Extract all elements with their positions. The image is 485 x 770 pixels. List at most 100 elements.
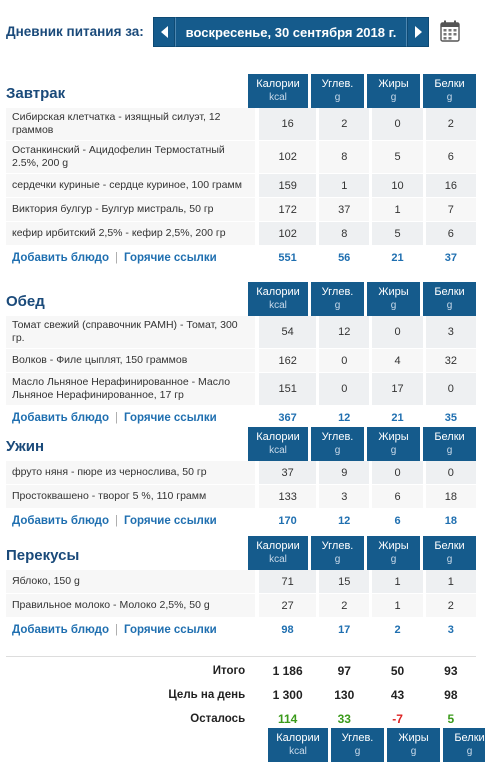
food-kcal: 102 <box>259 141 317 173</box>
add-dish-link[interactable]: Добавить блюдо <box>12 412 110 424</box>
col-label: Углев. <box>321 540 354 552</box>
food-fat: 10 <box>372 174 423 197</box>
add-dish-link[interactable]: Добавить блюдо <box>12 624 110 636</box>
summary-total-row: Итого 1 186 97 50 93 <box>6 659 476 683</box>
col-unit: g <box>446 300 453 311</box>
col-label: Белки <box>454 732 485 744</box>
link-separator: | <box>115 412 119 424</box>
food-name[interactable]: Правильное молоко - Молоко 2,5%, 50 g <box>6 594 256 617</box>
food-carbs: 0 <box>319 373 370 405</box>
col-unit: g <box>390 300 397 311</box>
col-carbs: Углев. g <box>311 74 364 108</box>
add-dish-link[interactable]: Добавить блюдо <box>12 252 110 264</box>
food-name[interactable]: Сибирская клетчатка - изящный силуэт, 12… <box>6 108 256 140</box>
food-name[interactable]: Яблоко, 150 g <box>6 570 256 593</box>
food-protein: 6 <box>425 222 476 245</box>
col-label: Углев. <box>321 431 354 443</box>
food-kcal: 16 <box>259 108 317 140</box>
col-kcal: Калории kcal <box>248 536 308 570</box>
food-row[interactable]: кефир ирбитский 2,5% - кефир 2,5%, 200 г… <box>6 222 476 246</box>
col-protein: Белки g <box>423 74 476 108</box>
column-headers: Калории kcal Углев. g Жиры g Белки g <box>245 74 476 108</box>
food-kcal: 102 <box>259 222 317 245</box>
meal-total-fat: 6 <box>394 515 401 527</box>
food-row[interactable]: Волков - Филе цыплят, 150 граммов 162 0 4 32 <box>6 349 476 373</box>
next-day-button[interactable] <box>407 17 429 47</box>
hot-links-link[interactable]: Горячие ссылки <box>124 412 217 424</box>
food-name[interactable]: Виктория булгур - Булгур мистраль, 50 гр <box>6 198 256 221</box>
col-unit: kcal <box>269 92 287 103</box>
food-name[interactable]: Томат свежий (справочник РАМН) - Томат, … <box>6 316 256 348</box>
food-fat: 1 <box>372 594 423 617</box>
food-name[interactable]: кефир ирбитский 2,5% - кефир 2,5%, 200 г… <box>6 222 256 245</box>
meal-total-kcal: 367 <box>278 412 297 424</box>
hot-links-link[interactable]: Горячие ссылки <box>124 252 217 264</box>
food-carbs: 15 <box>319 570 370 593</box>
col-kcal: Калории kcal <box>248 282 308 316</box>
food-row[interactable]: сердечки куриные - сердце куриное, 100 г… <box>6 174 476 198</box>
food-protein: 0 <box>425 461 476 484</box>
food-name[interactable]: сердечки куриные - сердце куриное, 100 г… <box>6 174 256 197</box>
food-kcal: 37 <box>259 461 317 484</box>
food-protein: 0 <box>425 373 476 405</box>
food-row[interactable]: Правильное молоко - Молоко 2,5%, 50 g 27 2… <box>6 594 476 618</box>
col-fat: Жиры g <box>367 536 420 570</box>
food-row[interactable]: Томат свежий (справочник РАМН) - Томат, … <box>6 316 476 349</box>
current-date[interactable]: воскресенье, 30 сентября 2018 г. <box>175 17 407 47</box>
meal-links: Добавить блюдо | Горячие ссылки <box>6 624 255 636</box>
food-carbs: 0 <box>319 349 370 372</box>
food-row[interactable]: Яблоко, 150 g 71 15 1 1 <box>6 570 476 594</box>
food-carbs: 1 <box>319 174 370 197</box>
col-label: Калории <box>256 431 300 443</box>
hot-links-link[interactable]: Горячие ссылки <box>124 624 217 636</box>
food-protein: 32 <box>425 349 476 372</box>
col-fat: Жиры g <box>367 282 420 316</box>
column-headers: Калории kcal Углев. g Жиры g Белки g <box>245 536 476 570</box>
meal-total-carbs: 12 <box>338 412 351 424</box>
prev-day-button[interactable] <box>153 17 175 47</box>
food-kcal: 162 <box>259 349 317 372</box>
food-carbs: 8 <box>319 222 370 245</box>
meal-header: Завтрак Калории kcal Углев. g Жиры g Белки g <box>6 72 476 108</box>
food-name[interactable]: Волков - Филе цыплят, 150 граммов <box>6 349 256 372</box>
food-row[interactable]: Сибирская клетчатка - изящный силуэт, 12… <box>6 108 476 141</box>
col-unit: g <box>334 445 341 456</box>
food-fat: 1 <box>372 198 423 221</box>
meal-total-protein: 37 <box>444 252 457 264</box>
summary-remaining-fat: -7 <box>392 712 403 726</box>
food-row[interactable]: Виктория булгур - Булгур мистраль, 50 гр… <box>6 198 476 222</box>
food-row[interactable]: Масло Льняное Нерафинированное - Масло Л… <box>6 373 476 406</box>
meal-section: Обед Калории kcal Углев. g Жиры g Белки g Томат с… <box>6 280 476 430</box>
summary-remaining-label: Осталось <box>190 713 246 725</box>
meal-total-fat: 2 <box>394 624 401 636</box>
col-label: Белки <box>434 286 465 298</box>
meal-links: Добавить блюдо | Горячие ссылки <box>6 515 255 527</box>
diary-header: Дневник питания за: воскресенье, 30 сент… <box>0 0 485 68</box>
food-row[interactable]: фруто няня - пюре из чернослива, 50 гр 37… <box>6 461 476 485</box>
meal-title: Ужин <box>6 438 45 455</box>
add-dish-link[interactable]: Добавить блюдо <box>12 515 110 527</box>
food-row[interactable]: Останкинский - Ацидофелин Термостатный 2… <box>6 141 476 174</box>
hot-links-link[interactable]: Горячие ссылки <box>124 515 217 527</box>
food-name[interactable]: фруто няня - пюре из чернослива, 50 гр <box>6 461 256 484</box>
meal-total-carbs: 56 <box>338 252 351 264</box>
food-name[interactable]: Масло Льняное Нерафинированное - Масло Л… <box>6 373 256 405</box>
col-label: Жиры <box>398 732 429 744</box>
meal-total-row: Добавить блюдо | Горячие ссылки 367 12 21 35 <box>6 406 476 430</box>
calendar-icon[interactable] <box>440 20 460 42</box>
meal-total-protein: 18 <box>444 515 457 527</box>
col-label: Калории <box>256 78 300 90</box>
meal-total-fat: 21 <box>391 412 404 424</box>
summary-remaining-carbs: 33 <box>337 712 351 726</box>
col-unit: g <box>354 746 361 757</box>
food-name[interactable]: Останкинский - Ацидофелин Термостатный 2… <box>6 141 256 173</box>
meal-header: Перекусы Калории kcal Углев. g Жиры g Белки g <box>6 534 476 570</box>
food-name[interactable]: Простоквашено - творог 5 %, 110 грамм <box>6 485 256 508</box>
column-headers: Калории kcal Углев. g Жиры g Белки g <box>245 282 476 316</box>
summary-goal-carbs: 130 <box>334 688 355 702</box>
column-headers: Калории kcal Углев. g Жиры g Белки g <box>245 427 476 461</box>
summary-goal-protein: 98 <box>444 688 458 702</box>
col-unit: g <box>466 746 473 757</box>
summary-divider <box>6 656 476 657</box>
food-row[interactable]: Простоквашено - творог 5 %, 110 грамм 133… <box>6 485 476 509</box>
